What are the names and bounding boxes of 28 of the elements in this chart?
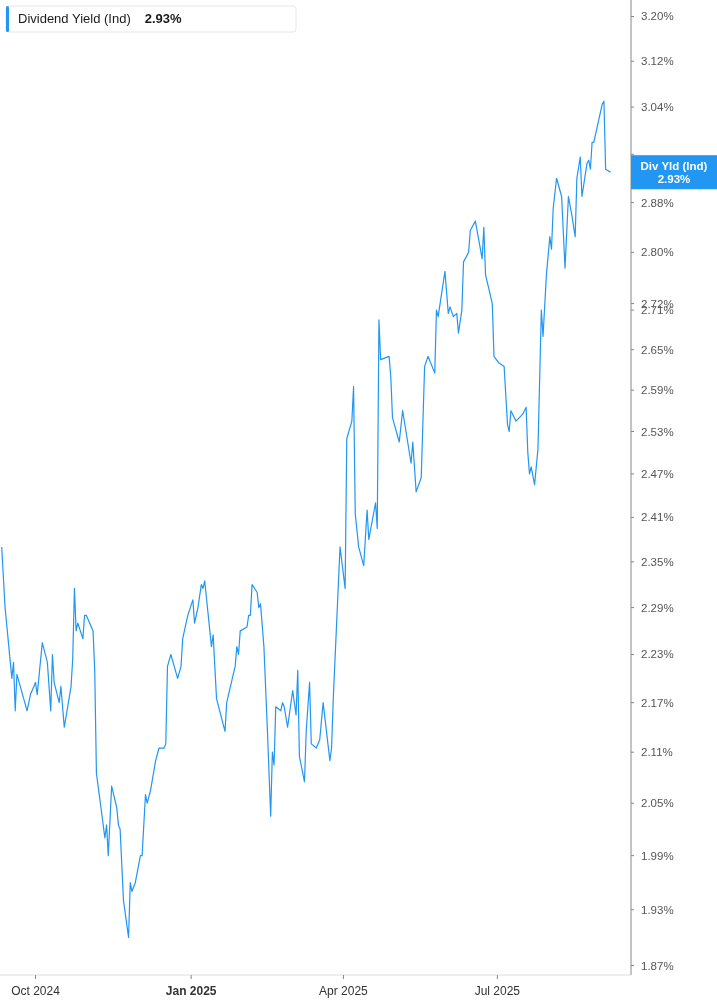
legend-label: Dividend Yield (Ind) — [18, 11, 131, 26]
text: Div Yld (Ind) — [640, 160, 708, 173]
y-tick-label: 2.53% — [641, 425, 674, 438]
y-tick-label: 2.29% — [641, 601, 674, 614]
y-tick-label: 2.88% — [641, 196, 674, 209]
annotation: 2.93% — [144, 11, 183, 26]
y-tick-label: 2.47% — [641, 467, 674, 480]
x-tick-label: Jan 2025 — [165, 984, 217, 998]
x-tick-label: Apr 2025 — [319, 984, 369, 998]
y-tick-label: 1.93% — [641, 903, 674, 916]
y-tick-label: 2.35% — [641, 555, 674, 568]
y-tick-label: 3.12% — [641, 55, 674, 68]
y-tick-label: 1.87% — [641, 959, 674, 972]
text: 2.93% — [657, 173, 691, 186]
y-tick-label: 2.17% — [641, 696, 674, 709]
y-tick-label: 3.04% — [641, 101, 674, 114]
y-tick-label: 2.59% — [641, 384, 674, 397]
x-tick-label: Jul 2025 — [474, 984, 521, 998]
y-tick-label: 2.11% — [641, 746, 673, 759]
y-tick-label: 2.05% — [641, 797, 674, 810]
y-tick-label: 2.41% — [641, 511, 674, 524]
line-series — [1, 100, 612, 939]
y-tick-label: 3.20% — [641, 10, 674, 23]
y-tick-label: 2.65% — [641, 343, 674, 356]
y-tick-label: 2.23% — [641, 648, 674, 661]
y-tick-label: 1.99% — [641, 849, 674, 862]
y-tick-label: 2.80% — [641, 246, 674, 259]
x-tick-label: Oct 2024 — [11, 984, 61, 998]
